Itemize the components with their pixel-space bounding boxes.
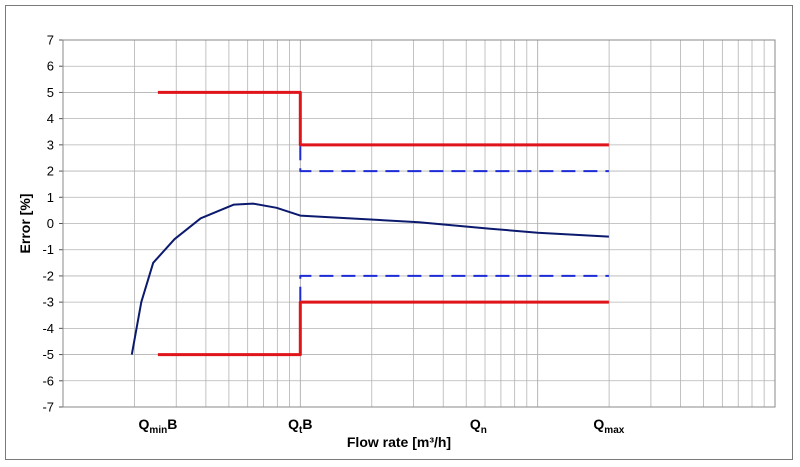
plot-border <box>62 39 776 408</box>
y-tick-label: 4 <box>47 111 54 126</box>
y-tick-label: 3 <box>47 137 54 152</box>
x-axis-title: Flow rate [m³/h] <box>347 434 451 450</box>
x-category-label: Qmax <box>593 416 624 436</box>
inner-tolerance-limit-line <box>299 274 609 301</box>
y-tick-label: 6 <box>47 59 54 74</box>
y-tick-label: -2 <box>42 268 54 283</box>
y-tick-label: 5 <box>47 85 54 100</box>
x-category-label: Qn <box>470 416 487 436</box>
max-permissible-error-line <box>157 90 609 147</box>
y-axis-title: Error [%] <box>17 194 33 254</box>
y-tick-label: -3 <box>42 295 54 310</box>
y-tick-label: -7 <box>42 400 54 415</box>
y-tick-label: -4 <box>42 321 54 336</box>
y-tick-label: -1 <box>42 242 54 257</box>
y-tick-label: 2 <box>47 164 54 179</box>
y-tick-label: 1 <box>47 190 54 205</box>
x-category-label: QminB <box>139 416 178 436</box>
y-tick-label: 7 <box>47 33 54 48</box>
error-curve-line <box>130 202 609 355</box>
x-category-label: QtB <box>288 416 312 436</box>
max-permissible-error-line <box>157 300 609 357</box>
y-tick-label: 0 <box>47 216 54 231</box>
inner-tolerance-limit-line <box>299 146 609 173</box>
y-tick-label: -5 <box>42 347 54 362</box>
y-tick-label: -6 <box>42 373 54 388</box>
